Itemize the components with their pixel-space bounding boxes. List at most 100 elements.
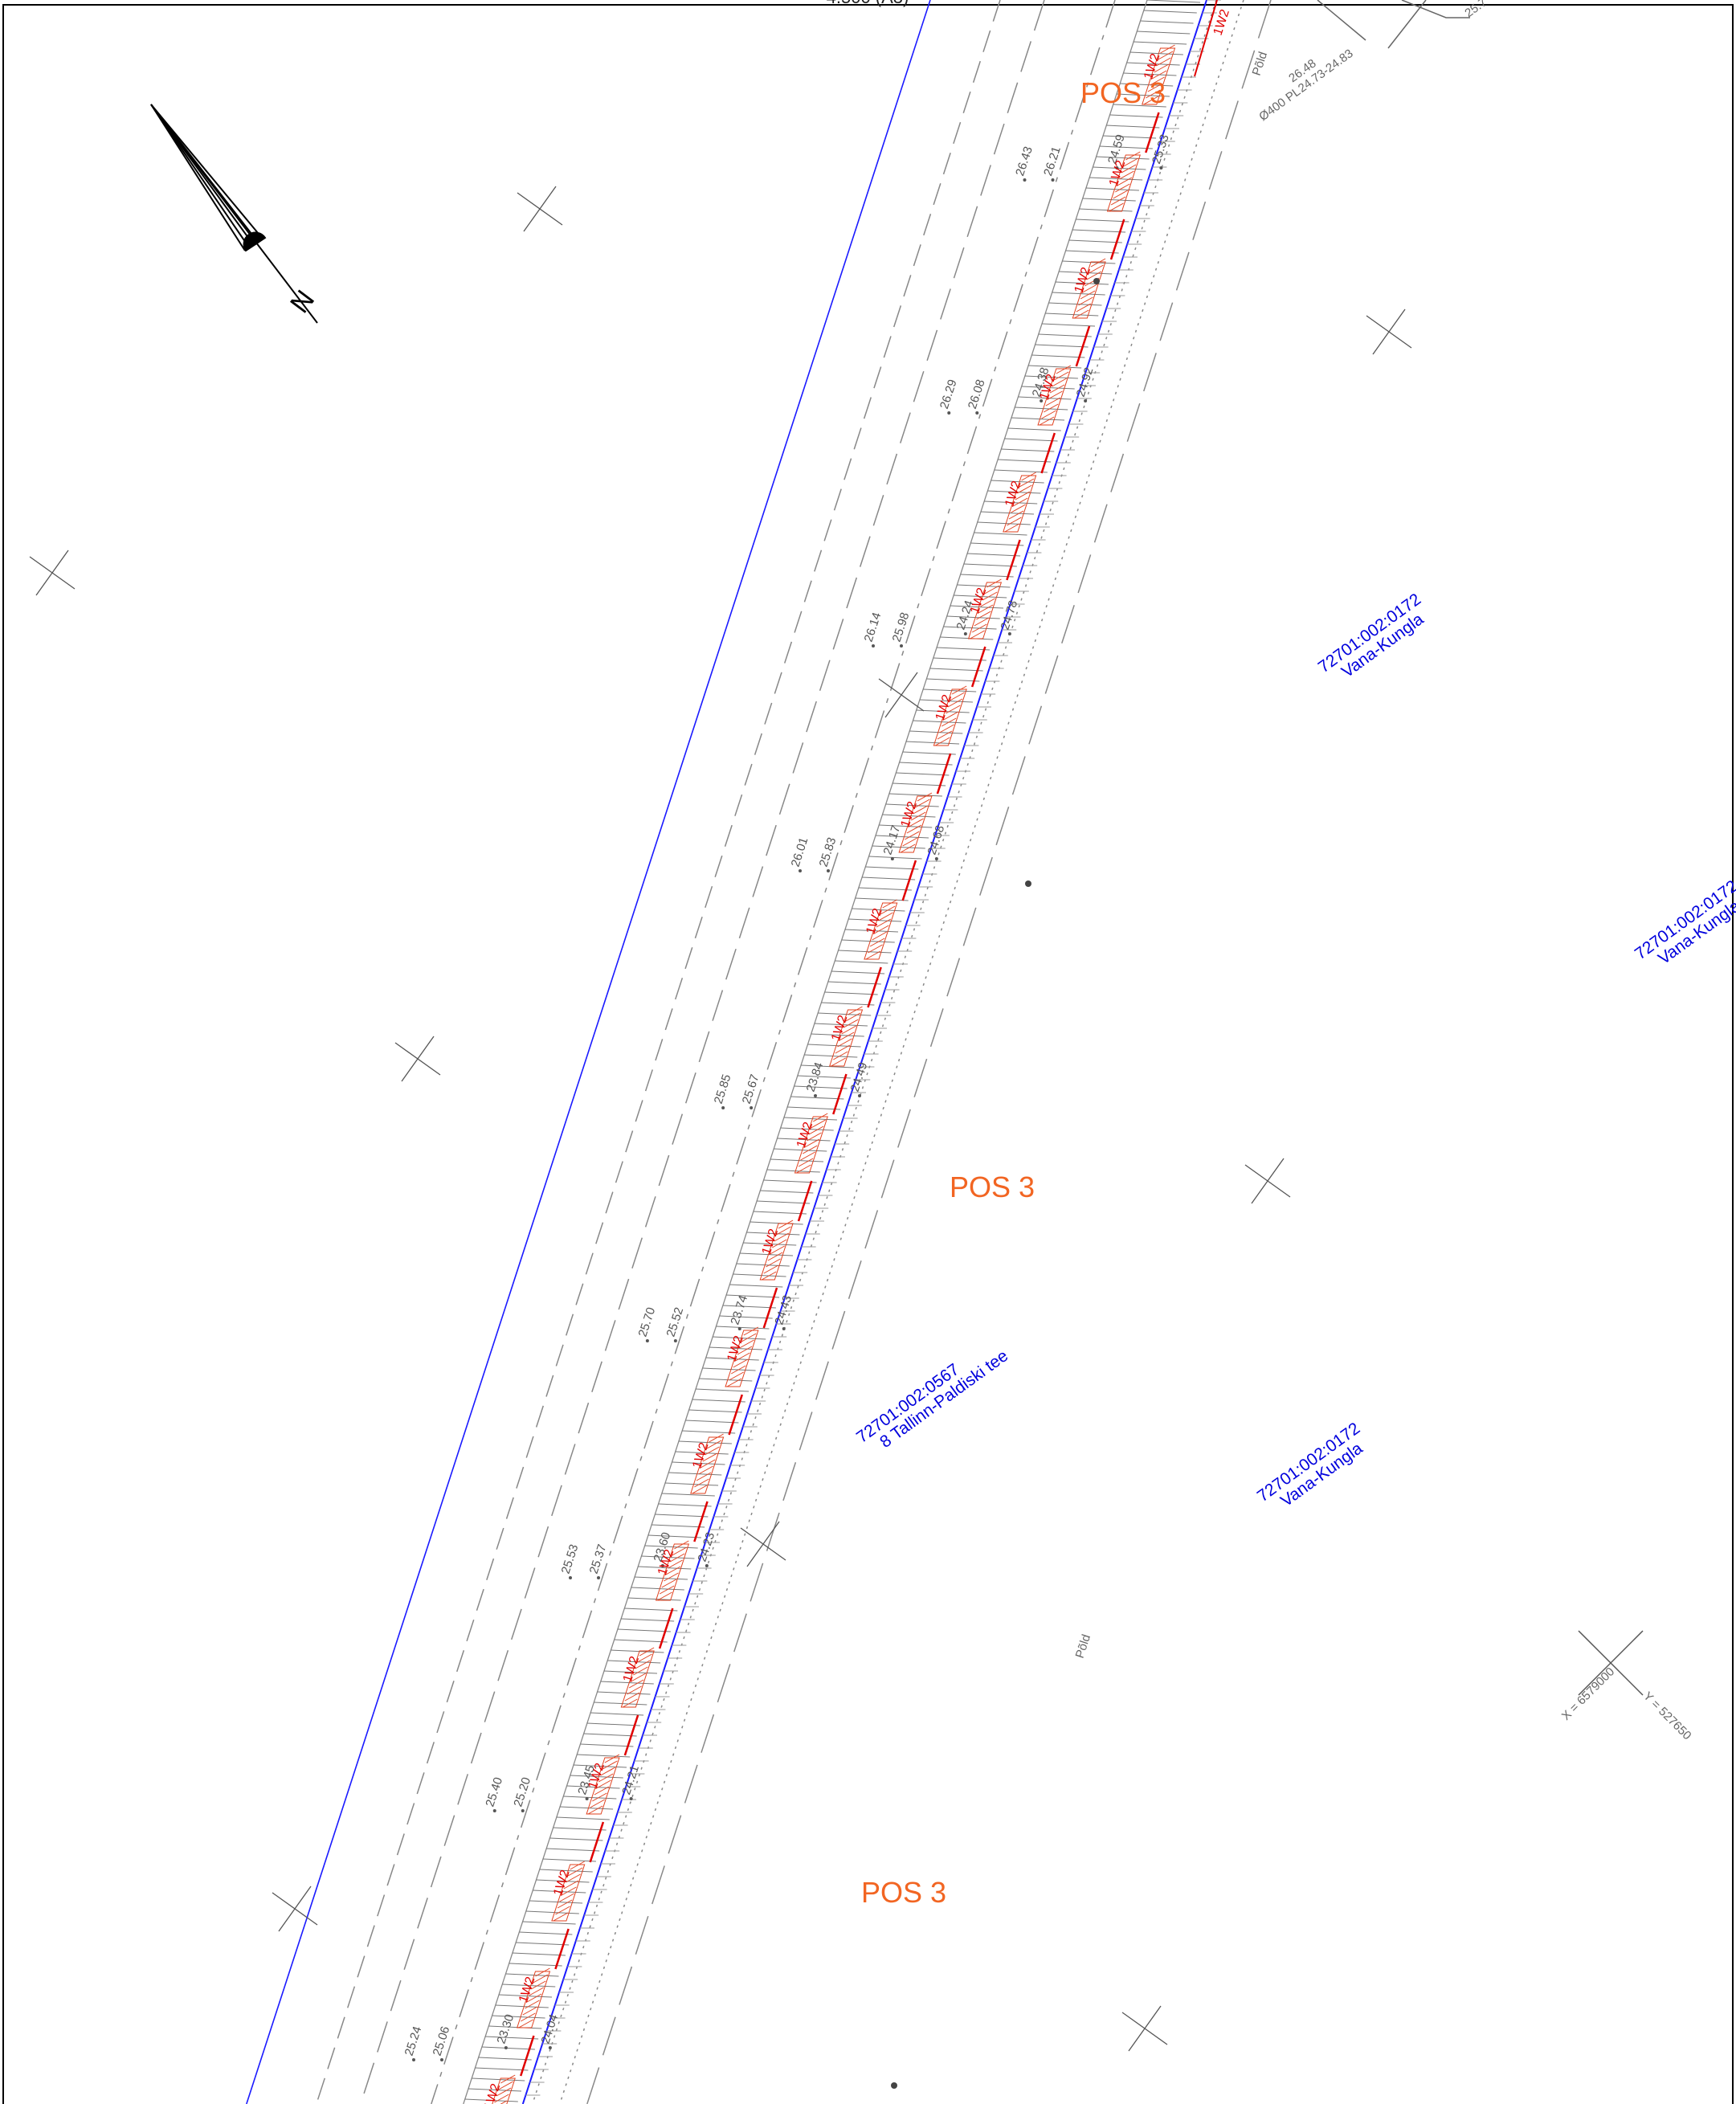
strip-tick — [919, 699, 973, 703]
strip-tick — [594, 1702, 647, 1706]
strip-tick — [848, 918, 902, 922]
pipe-hatch-line — [905, 831, 920, 840]
pipe-hatch-line — [831, 1057, 846, 1067]
pipe-line-segment — [589, 1821, 605, 1863]
pipe-hatch-line — [1154, 63, 1169, 73]
strip-tick — [692, 1399, 745, 1403]
strip-tick — [838, 950, 892, 954]
pipe-hatch-line — [526, 1993, 542, 2003]
pipe-hatch-line — [800, 1151, 815, 1161]
strip-tick — [577, 1754, 631, 1758]
strip-tick — [739, 1252, 794, 1256]
pipe-line-segment — [1194, 0, 1218, 77]
strip-tick — [757, 1200, 811, 1204]
pipe-hatch-line — [1115, 183, 1130, 193]
pipe-hatch-line — [664, 1572, 679, 1582]
pipe-hatch-box — [517, 1971, 551, 2028]
strip-tick — [685, 1420, 739, 1424]
pipe-line-segment — [762, 1287, 778, 1329]
pipe-hatch-line — [770, 1245, 785, 1255]
road-edge-dashdot — [431, 0, 1116, 2104]
pipe-hatch-line — [837, 1038, 852, 1048]
strip-tick — [774, 1148, 827, 1152]
strip-tick — [1109, 114, 1163, 118]
strip-tick — [1068, 239, 1122, 243]
elevation-point — [705, 1564, 709, 1567]
strip-tick — [1079, 208, 1133, 212]
pipe-hatch-line — [808, 1126, 824, 1135]
grid-cross — [278, 1885, 312, 1932]
elevation-point — [963, 632, 967, 635]
pipe-hatch-line — [872, 931, 887, 941]
grid-cross — [1251, 1158, 1285, 1204]
pipe-hatch-line — [596, 1779, 611, 1789]
strip-tick — [1001, 448, 1055, 452]
strip-tick — [713, 1336, 766, 1340]
pipe-label: 1W2 — [864, 907, 884, 937]
strip-tick — [970, 542, 1024, 546]
position-label-3: POS 3 — [861, 1876, 946, 1909]
strip-tick — [464, 2098, 518, 2102]
pipe-hatch-line — [971, 623, 987, 633]
strip-tick — [688, 1409, 742, 1413]
strip-tick — [600, 1681, 654, 1685]
strip-tick — [719, 1315, 773, 1319]
strip-tick — [1045, 313, 1099, 317]
elevation-point — [412, 2058, 415, 2061]
pipe-line-segment — [832, 1073, 848, 1115]
pipe-hatch-line — [1110, 196, 1126, 206]
strip-tick — [824, 991, 878, 995]
pipe-hatch-line — [1019, 478, 1035, 488]
strip-tick — [916, 709, 970, 713]
pipe-hatch-line — [587, 1805, 603, 1815]
pipe-hatch-line — [978, 604, 994, 614]
strip-tick — [1137, 31, 1191, 35]
strip-tick — [909, 730, 963, 734]
elevation-label: 25.83 — [817, 835, 839, 868]
elevation-point — [750, 1106, 754, 1109]
strip-tick — [1129, 51, 1183, 55]
pipe-hatch-line — [1146, 89, 1161, 99]
pipe-hatch-line — [976, 611, 991, 620]
pipe-hatch-line — [562, 1886, 577, 1896]
strip-tick — [635, 1576, 688, 1580]
strip-tick — [1085, 187, 1139, 191]
strip-tick — [783, 1117, 837, 1121]
strip-tick — [1113, 104, 1166, 108]
grid-cross — [746, 1521, 780, 1567]
strip-tick — [954, 594, 1007, 599]
pipe-hatch-line — [915, 799, 930, 808]
strip-tick — [868, 856, 922, 860]
strip-tick — [675, 1451, 729, 1455]
strip-tick — [844, 929, 898, 933]
strip-tick — [661, 1493, 715, 1497]
pipe-hatch-line — [735, 1352, 750, 1362]
strip-tick — [923, 688, 977, 692]
pipe-line-segment — [1145, 112, 1160, 153]
strip-tick — [1082, 198, 1136, 202]
strip-tick — [539, 1869, 593, 1873]
strip-tick — [827, 981, 881, 985]
pipe-hatch-line — [709, 1433, 724, 1443]
pipe-hatch-line — [518, 2019, 533, 2028]
pipe-hatch-line — [635, 1660, 651, 1669]
pipe-hatch-line — [533, 1974, 549, 1983]
strip-tick — [1099, 145, 1153, 149]
pipe-hatch-line — [766, 1258, 781, 1268]
pipe-line-segment — [728, 1394, 743, 1436]
pipe-hatch-line — [845, 1012, 861, 1022]
pipe-hatch-line — [910, 811, 926, 821]
road-edge-dashed — [586, 0, 1272, 2104]
pipe-hatch-line — [555, 1906, 570, 1915]
strip-tick — [1065, 250, 1119, 254]
pipe-hatch-line — [729, 1371, 744, 1381]
pipe-label: 1W2 — [1072, 266, 1093, 296]
strip-tick — [882, 814, 936, 818]
strip-tick — [913, 720, 966, 724]
pipe-hatch-box — [1072, 261, 1106, 319]
pipe-hatch-line — [627, 1685, 642, 1695]
pipe-label: 1W2 — [968, 586, 989, 616]
pipe-hatch-line — [970, 630, 985, 639]
strip-tick — [858, 887, 912, 891]
strip-tick — [668, 1472, 722, 1476]
